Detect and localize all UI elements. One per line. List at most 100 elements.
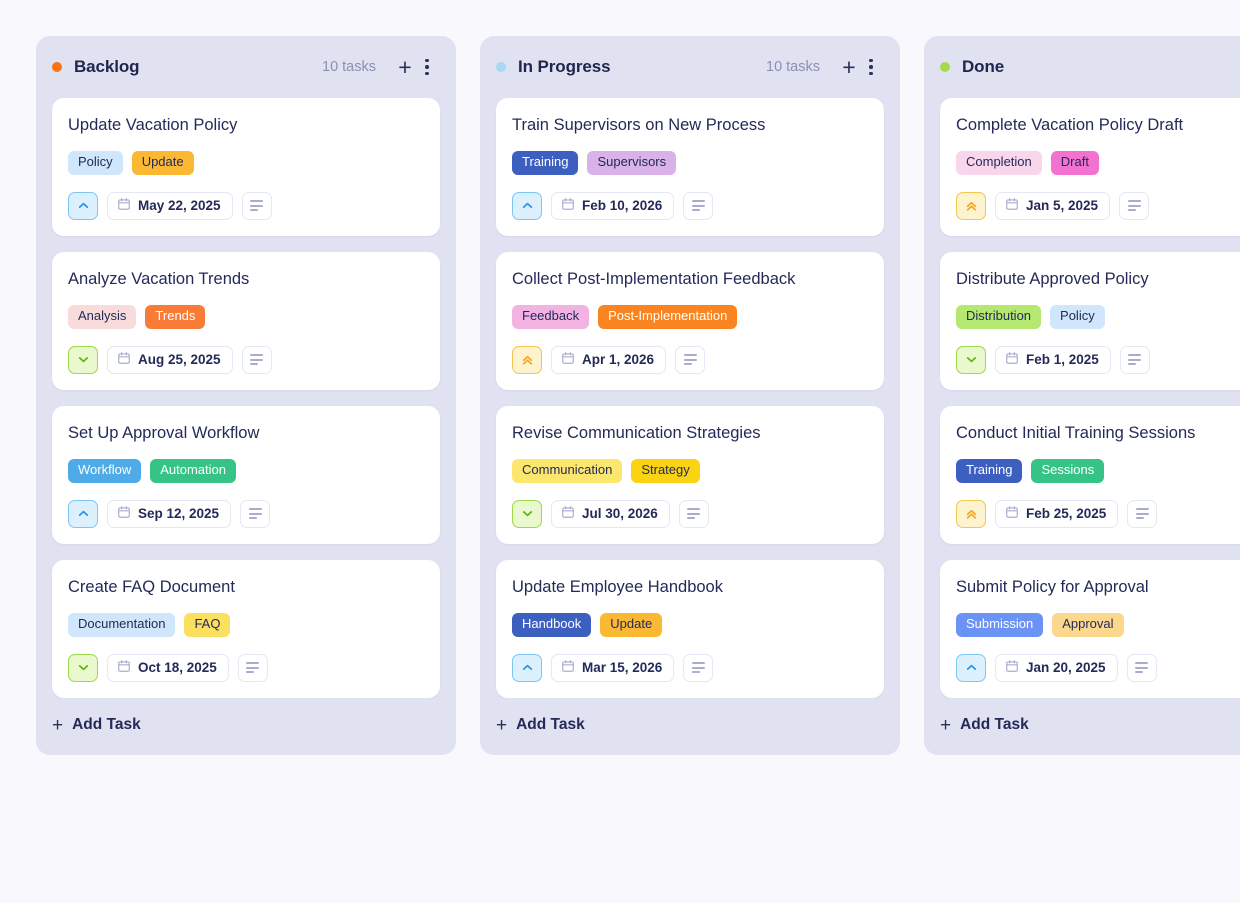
- task-tag: FAQ: [184, 612, 231, 637]
- task-description-button[interactable]: [241, 191, 272, 220]
- task-tag: Strategy: [631, 458, 700, 483]
- more-vertical-icon: [425, 58, 429, 76]
- task-tag: Sessions: [1031, 458, 1105, 483]
- task-description-button[interactable]: [1119, 191, 1150, 220]
- calendar-icon: [117, 505, 131, 522]
- task-meta: Oct 18, 2025: [68, 653, 424, 682]
- task-description-button[interactable]: [241, 345, 272, 374]
- calendar-icon: [561, 505, 575, 522]
- task-tag: Analysis: [68, 304, 137, 329]
- task-due-date[interactable]: May 22, 2025: [107, 191, 233, 220]
- task-tag: Update: [131, 151, 194, 175]
- calendar-icon: [561, 351, 575, 368]
- task-due-date[interactable]: Apr 1, 2026: [551, 345, 667, 374]
- column-menu-button[interactable]: [416, 56, 438, 78]
- task-meta: Jan 5, 2025: [956, 191, 1240, 220]
- task-description-button[interactable]: [1127, 499, 1158, 528]
- task-description-button[interactable]: [237, 653, 268, 682]
- task-card[interactable]: Set Up Approval Workflow Workflow Automati…: [52, 405, 440, 544]
- add-card-button[interactable]: +: [394, 53, 416, 80]
- task-due-date[interactable]: Jan 5, 2025: [995, 191, 1111, 220]
- task-due-date[interactable]: Sep 12, 2025: [107, 499, 232, 528]
- priority-chevron-down-icon[interactable]: [68, 653, 98, 682]
- add-task-label: Add Task: [960, 716, 1029, 734]
- task-description-button[interactable]: [1119, 345, 1150, 374]
- task-tag: Automation: [150, 458, 236, 483]
- task-card[interactable]: Collect Post-Implementation Feedback Feed…: [496, 251, 884, 390]
- column-menu-button[interactable]: [860, 56, 882, 78]
- task-description-button[interactable]: [675, 345, 706, 374]
- priority-chevron-up-icon[interactable]: [68, 499, 98, 528]
- task-card[interactable]: Conduct Initial Training Sessions Trainin…: [940, 405, 1240, 544]
- priority-chevron-down-icon[interactable]: [68, 345, 98, 374]
- task-tag: Submission: [956, 612, 1044, 637]
- description-icon: [1127, 200, 1141, 212]
- calendar-icon: [561, 197, 575, 214]
- column-status-dot: [940, 62, 950, 72]
- task-card[interactable]: Train Supervisors on New Process Training…: [496, 98, 884, 236]
- task-card[interactable]: Revise Communication Strategies Communica…: [496, 405, 884, 544]
- task-due-date[interactable]: Jul 30, 2026: [551, 499, 670, 528]
- priority-chevron-up-icon[interactable]: [512, 191, 542, 220]
- add-card-button[interactable]: +: [838, 53, 860, 80]
- priority-double-chevron-up-icon[interactable]: [512, 345, 542, 374]
- description-icon: [691, 662, 705, 674]
- plus-icon: +: [842, 53, 856, 80]
- add-task-button[interactable]: + Add Task: [924, 698, 1240, 755]
- task-description-button[interactable]: [240, 499, 271, 528]
- task-card[interactable]: Create FAQ Document Documentation FAQ Oct 1…: [52, 559, 440, 698]
- plus-icon: +: [940, 714, 952, 736]
- task-description-button[interactable]: [683, 191, 714, 220]
- task-card[interactable]: Complete Vacation Policy Draft Completion…: [940, 98, 1240, 236]
- task-due-date[interactable]: Feb 25, 2025: [995, 499, 1119, 528]
- task-tag: Handbook: [512, 612, 592, 637]
- priority-chevron-up-icon[interactable]: [956, 653, 986, 682]
- task-tag: Workflow: [68, 458, 142, 483]
- column-status-dot: [52, 62, 62, 72]
- task-due-date-label: Feb 1, 2025: [1026, 352, 1099, 368]
- task-due-date[interactable]: Aug 25, 2025: [107, 345, 233, 374]
- task-card[interactable]: Distribute Approved Policy Distribution Po…: [940, 251, 1240, 390]
- description-icon: [248, 508, 262, 520]
- task-description-button[interactable]: [678, 499, 709, 528]
- description-icon: [250, 200, 264, 212]
- task-tag-list: Handbook Update: [512, 612, 868, 637]
- task-title: Analyze Vacation Trends: [68, 269, 250, 288]
- task-due-date[interactable]: Feb 1, 2025: [995, 345, 1111, 374]
- task-description-button[interactable]: [1126, 653, 1157, 682]
- more-vertical-icon: [869, 58, 873, 76]
- add-task-button[interactable]: + Add Task: [480, 698, 900, 755]
- task-due-date[interactable]: Mar 15, 2026: [551, 653, 675, 682]
- task-tag: Distribution: [956, 304, 1042, 329]
- kanban-column-in-progress: In Progress 10 tasks + Train Supervisors on…: [480, 36, 900, 755]
- priority-chevron-up-icon[interactable]: [68, 191, 98, 220]
- task-description-button[interactable]: [683, 653, 714, 682]
- priority-double-chevron-up-icon[interactable]: [956, 499, 986, 528]
- task-due-date[interactable]: Jan 20, 2025: [995, 653, 1118, 682]
- task-card[interactable]: Analyze Vacation Trends Analysis Trends Aug…: [52, 251, 440, 390]
- priority-chevron-up-icon[interactable]: [512, 653, 542, 682]
- task-tag-list: Analysis Trends: [68, 304, 424, 329]
- plus-icon: +: [398, 53, 412, 80]
- task-card[interactable]: Submit Policy for Approval Submission Appr…: [940, 559, 1240, 698]
- description-icon: [683, 354, 697, 366]
- description-icon: [250, 354, 264, 366]
- task-card[interactable]: Update Vacation Policy Policy Update May 22…: [52, 98, 440, 236]
- task-title: Set Up Approval Workflow: [68, 423, 260, 442]
- task-tag: Communication: [512, 458, 623, 483]
- task-tag: Training: [956, 458, 1023, 483]
- calendar-icon: [117, 351, 131, 368]
- column-task-count: 10 tasks: [322, 59, 376, 75]
- add-task-button[interactable]: + Add Task: [36, 698, 456, 755]
- task-card[interactable]: Update Employee Handbook Handbook Update Ma…: [496, 559, 884, 698]
- task-due-date[interactable]: Oct 18, 2025: [107, 653, 229, 682]
- task-due-date[interactable]: Feb 10, 2026: [551, 191, 675, 220]
- priority-double-chevron-up-icon[interactable]: [956, 191, 986, 220]
- task-title: Conduct Initial Training Sessions: [956, 423, 1196, 442]
- task-tag: Trends: [145, 304, 206, 329]
- task-due-date-label: Apr 1, 2026: [582, 352, 655, 368]
- priority-chevron-down-icon[interactable]: [512, 499, 542, 528]
- task-title: Train Supervisors on New Process: [512, 116, 766, 134]
- priority-chevron-down-icon[interactable]: [956, 345, 986, 374]
